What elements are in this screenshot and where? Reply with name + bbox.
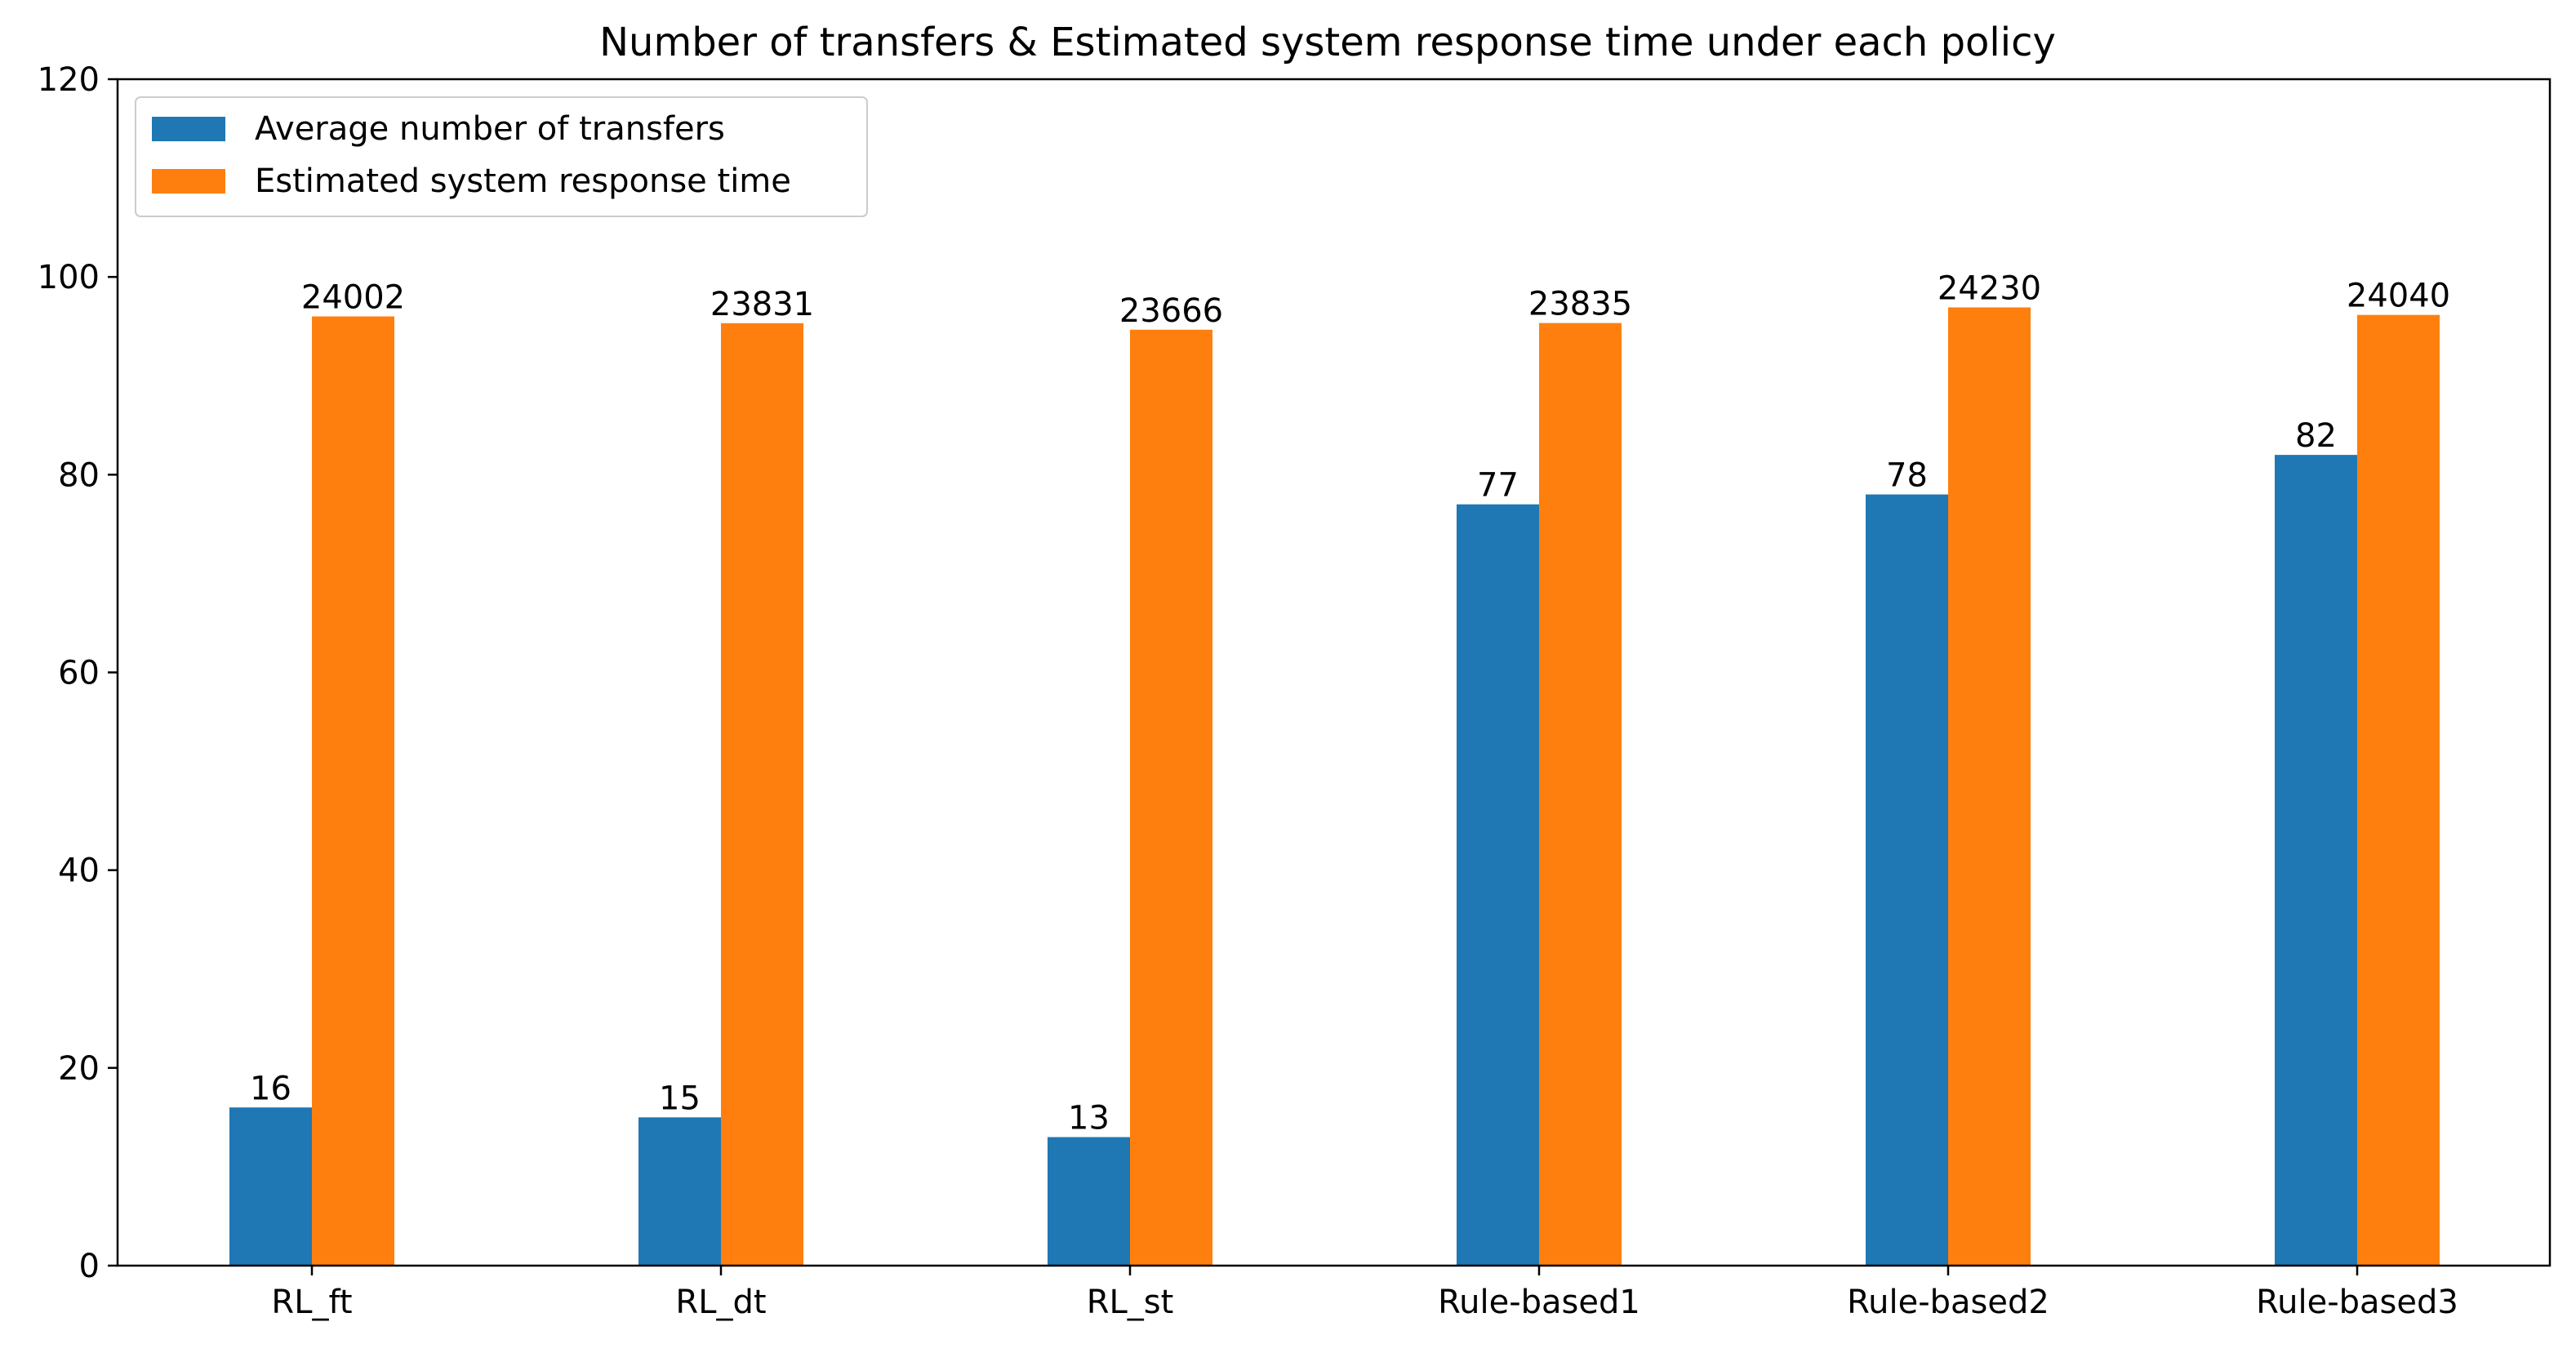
bar-response-time-3 <box>1539 323 1622 1266</box>
bar-value-label: 24230 <box>1938 269 2041 307</box>
legend-label-response-time: Estimated system response time <box>255 162 791 200</box>
bar-transfers-1 <box>638 1117 721 1266</box>
plot-frame <box>116 78 2552 1267</box>
legend: Average number of transfers Estimated sys… <box>135 96 868 217</box>
bar-value-label: 82 <box>2295 417 2337 455</box>
bar-response-time-0 <box>312 316 394 1266</box>
y-tick-label: 40 <box>58 852 100 890</box>
bar-value-label: 23666 <box>1119 292 1223 330</box>
bar-response-time-1 <box>721 323 803 1266</box>
bar-value-label: 78 <box>1886 457 1928 495</box>
bar-value-label: 24002 <box>301 279 405 317</box>
y-tick-label: 60 <box>58 655 100 692</box>
legend-label-transfers: Average number of transfers <box>255 110 725 148</box>
bar-response-time-2 <box>1130 329 1212 1266</box>
y-tick-label: 120 <box>38 61 100 99</box>
bar-transfers-2 <box>1048 1137 1130 1266</box>
x-tick-label: RL_st <box>1087 1284 1174 1321</box>
bar-transfers-3 <box>1457 504 1539 1266</box>
bar-transfers-5 <box>2275 455 2357 1266</box>
bar-response-time-4 <box>1948 307 2031 1266</box>
bar-value-label: 16 <box>250 1070 291 1107</box>
legend-swatch-response-time <box>152 169 225 194</box>
legend-box <box>135 96 868 217</box>
legend-swatch-transfers <box>152 117 225 141</box>
bar-value-label: 23831 <box>710 286 814 323</box>
chart-title: Number of transfers & Estimated system r… <box>599 20 2056 65</box>
x-tick-label: Rule-based3 <box>2256 1284 2458 1321</box>
bar-value-label: 23835 <box>1528 286 1632 323</box>
x-tick-label: RL_dt <box>675 1284 766 1321</box>
y-tick-label: 0 <box>79 1248 100 1285</box>
bar-transfers-0 <box>229 1107 312 1266</box>
bar-response-time-5 <box>2357 314 2440 1266</box>
bar-value-label: 24040 <box>2347 278 2450 315</box>
bar-value-label: 15 <box>659 1079 701 1117</box>
x-tick-label: Rule-based1 <box>1438 1284 1640 1321</box>
bar-transfers-4 <box>1866 494 1948 1266</box>
x-tick-label: Rule-based2 <box>1847 1284 2049 1321</box>
y-tick-label: 80 <box>58 456 100 494</box>
y-tick-label: 20 <box>58 1050 100 1088</box>
bar-value-label: 77 <box>1477 467 1519 505</box>
bar-value-label: 13 <box>1068 1100 1110 1137</box>
x-tick-label: RL_ft <box>271 1284 352 1321</box>
y-tick-label: 100 <box>38 259 100 296</box>
